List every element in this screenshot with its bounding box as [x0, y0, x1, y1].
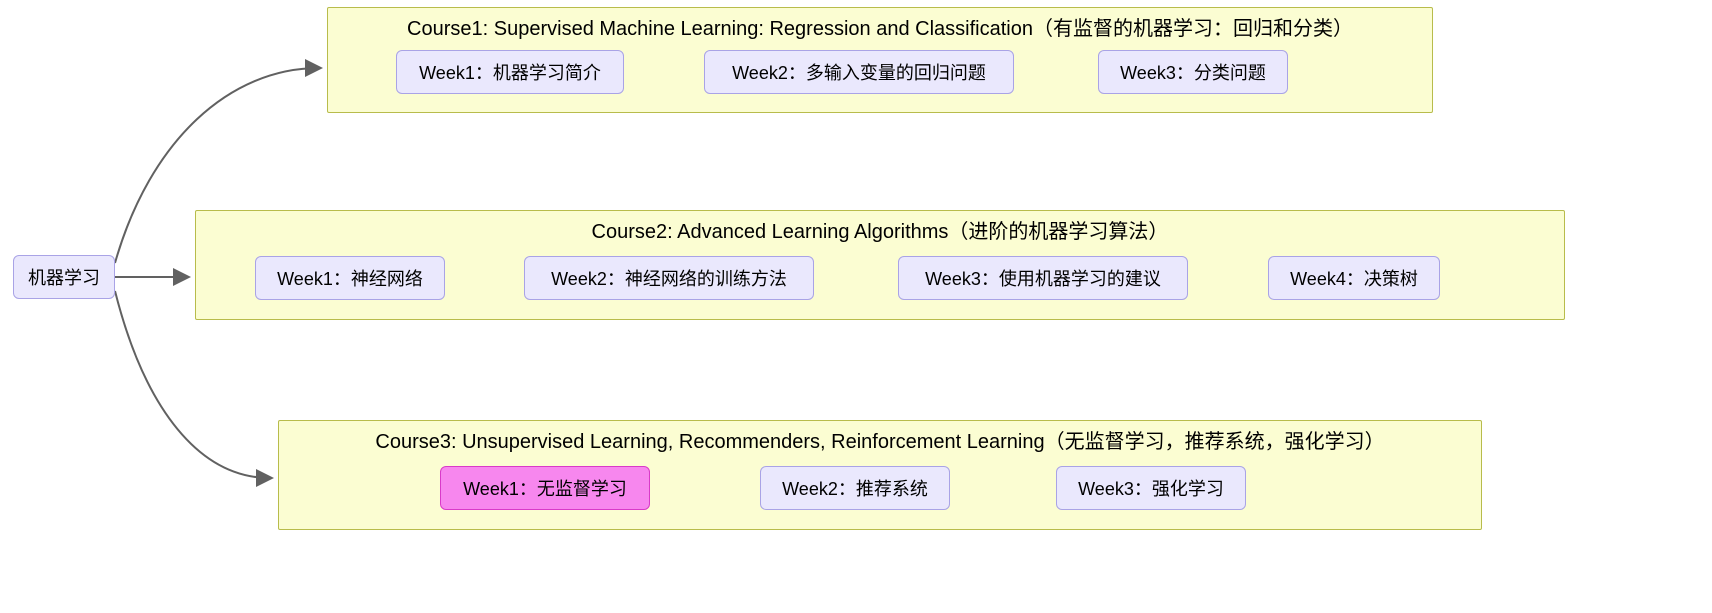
week-label: Week1：机器学习简介: [419, 59, 601, 85]
week-label: Week1：无监督学习: [463, 475, 627, 501]
course3-week2-node: Week2：推荐系统: [760, 466, 950, 510]
week-label: Week4：决策树: [1290, 265, 1418, 291]
root-node: 机器学习: [13, 255, 115, 299]
root-label: 机器学习: [28, 264, 100, 290]
course2-week3-node: Week3：使用机器学习的建议: [898, 256, 1188, 300]
course-title-1: Course1: Supervised Machine Learning: Re…: [328, 12, 1432, 41]
week-label: Week2：推荐系统: [782, 475, 928, 501]
week-label: Week2：神经网络的训练方法: [551, 265, 787, 291]
course1-week1-node: Week1：机器学习简介: [396, 50, 624, 94]
course2-week1-node: Week1：神经网络: [255, 256, 445, 300]
course3-week1-node: Week1：无监督学习: [440, 466, 650, 510]
course-title-2: Course2: Advanced Learning Algorithms（进阶…: [196, 215, 1564, 244]
week-label: Week1：神经网络: [277, 265, 423, 291]
course2-week2-node: Week2：神经网络的训练方法: [524, 256, 814, 300]
course-title-3: Course3: Unsupervised Learning, Recommen…: [279, 425, 1481, 454]
week-label: Week3：使用机器学习的建议: [925, 265, 1161, 291]
course1-week3-node: Week3：分类问题: [1098, 50, 1288, 94]
course2-week4-node: Week4：决策树: [1268, 256, 1440, 300]
course3-week3-node: Week3：强化学习: [1056, 466, 1246, 510]
week-label: Week2：多输入变量的回归问题: [732, 59, 986, 85]
course1-week2-node: Week2：多输入变量的回归问题: [704, 50, 1014, 94]
week-label: Week3：分类问题: [1120, 59, 1266, 85]
week-label: Week3：强化学习: [1078, 475, 1224, 501]
